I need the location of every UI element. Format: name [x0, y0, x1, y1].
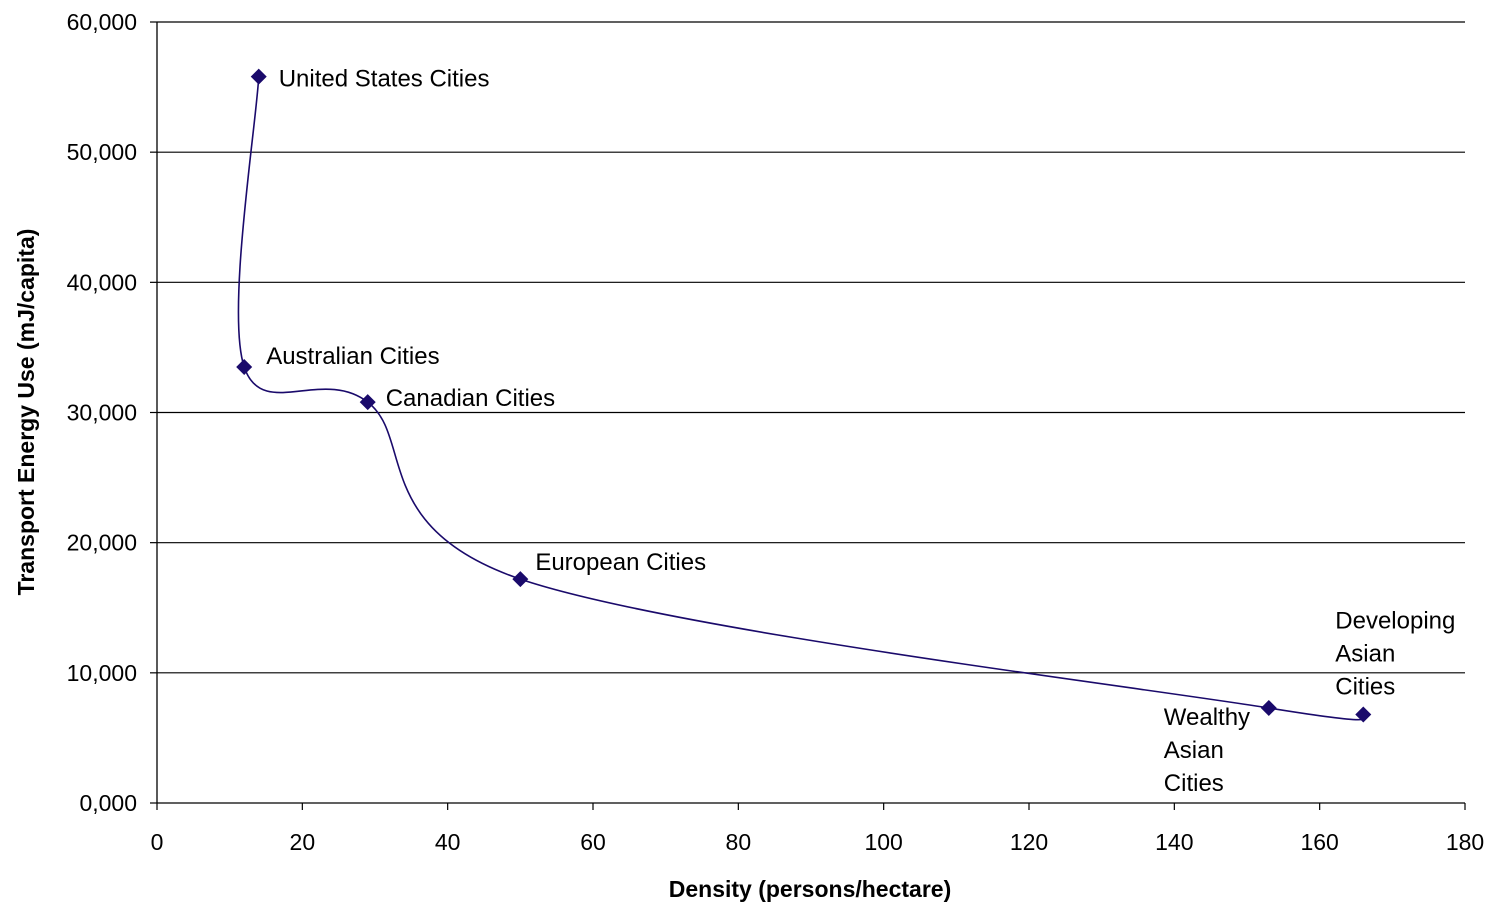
y-tick-label: 30,000 — [67, 400, 137, 426]
x-tick-label: 20 — [290, 829, 316, 855]
data-point-label: United States Cities — [279, 66, 490, 93]
data-labels: United States Cities Australian Cities Can… — [266, 66, 1455, 797]
data-point-marker — [1260, 699, 1277, 716]
x-tick-label: 60 — [580, 829, 606, 855]
x-tick-label: 140 — [1155, 829, 1193, 855]
y-axis-title: Transport Energy Use (mJ/capita) — [13, 229, 39, 596]
x-tick-label: 120 — [1010, 829, 1048, 855]
x-tick-label: 100 — [864, 829, 902, 855]
x-tick-labels: 0 20 40 60 80 100 120 140 160 180 — [151, 829, 1485, 855]
data-point-marker — [250, 68, 267, 85]
x-tick-label: 40 — [435, 829, 461, 855]
x-tick-label: 160 — [1300, 829, 1338, 855]
data-point-marker — [1355, 706, 1372, 723]
data-point-marker — [359, 394, 376, 411]
y-tick-label: 40,000 — [67, 269, 137, 295]
data-point-label: Developing Asian Cities — [1335, 607, 1455, 700]
data-point-label: Wealthy Asian Cities — [1164, 704, 1250, 797]
y-tick-label: 60,000 — [67, 9, 137, 35]
gridlines — [157, 21, 1465, 674]
x-tick-label: 180 — [1446, 829, 1484, 855]
y-tick-label: 10,000 — [67, 660, 137, 686]
data-point-marker — [512, 571, 529, 588]
y-tick-labels: 0,000 10,000 20,000 30,000 40,000 50,000 60,00… — [67, 9, 137, 816]
x-tick-label: 80 — [726, 829, 752, 855]
x-tick-label: 0 — [151, 829, 164, 855]
y-tick-label: 50,000 — [67, 139, 137, 165]
y-tick-label: 0,000 — [79, 790, 137, 816]
data-point-marker — [236, 358, 253, 375]
data-point-label: European Cities — [535, 549, 706, 576]
x-axis-title: Density (persons/hectare) — [669, 876, 951, 902]
axes — [150, 21, 1466, 810]
data-point-label: Canadian Cities — [386, 385, 555, 412]
data-markers — [236, 68, 1372, 723]
y-tick-label: 20,000 — [67, 530, 137, 556]
data-point-label: Australian Cities — [266, 343, 439, 370]
